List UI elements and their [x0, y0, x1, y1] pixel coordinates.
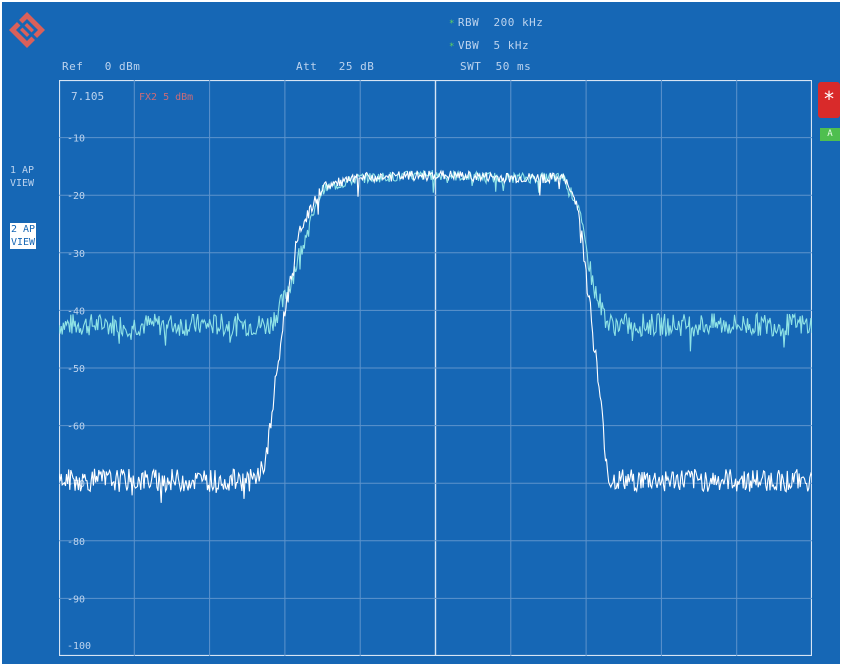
trace-2-label[interactable]: 2 AP VIEW: [10, 223, 37, 249]
y-tick-label: -60: [67, 422, 85, 433]
rbw-readout: * RBW 200 kHz: [449, 16, 543, 29]
flag-dot-icon: *: [449, 42, 455, 52]
a-badge[interactable]: A: [820, 128, 840, 141]
vbw-label: VBW: [457, 39, 480, 52]
y-tick-label: -40: [67, 306, 85, 317]
ref-readout: Ref 0 dBm: [62, 60, 140, 73]
flag-dot-icon: *: [449, 19, 455, 29]
ref-label: Ref: [62, 60, 84, 73]
y-tick-label: -100: [67, 641, 91, 652]
star-button[interactable]: *: [818, 82, 840, 118]
y-tick-label: -10: [67, 134, 85, 145]
ref-value: 0 dBm: [104, 60, 141, 73]
spectrum-plot[interactable]: -10-20-30-40-50-60-70-80-90-100 7.105 FX…: [59, 80, 812, 656]
trace-1-view: VIEW: [10, 178, 35, 189]
swt-value: 50 ms: [495, 60, 532, 73]
y-tick-label: -30: [67, 249, 85, 260]
att-label: Att: [296, 60, 318, 73]
y-tick-label: -80: [67, 537, 85, 548]
marker-note: FX2 5 dBm: [139, 92, 193, 103]
att-value: 25 dB: [338, 60, 375, 73]
marker-value: 7.105: [71, 90, 104, 103]
att-readout: Att 25 dB: [296, 60, 374, 73]
vbw-readout: * VBW 5 kHz: [449, 39, 529, 52]
rbw-label: RBW: [457, 16, 480, 29]
grid: [59, 80, 812, 656]
y-tick-label: -90: [67, 594, 85, 605]
y-tick-label: -20: [67, 191, 85, 202]
traces: [59, 169, 812, 503]
trace-2-view: VIEW: [10, 236, 37, 249]
y-tick-labels: -10-20-30-40-50-60-70-80-90-100: [67, 134, 91, 652]
swt-readout: SWT 50 ms: [460, 60, 531, 73]
swt-label: SWT: [460, 60, 482, 73]
trace-1-label[interactable]: 1 AP VIEW: [10, 164, 34, 190]
vbw-value: 5 kHz: [493, 39, 530, 52]
trace-1-line: [59, 169, 812, 352]
y-tick-label: -50: [67, 364, 85, 375]
rohde-schwarz-logo: [9, 12, 45, 48]
trace-2-mode: 2 AP: [10, 223, 37, 236]
trace-1-mode: 1 AP: [10, 165, 35, 176]
rbw-value: 200 kHz: [493, 16, 544, 29]
trace-2-line: [59, 169, 812, 503]
